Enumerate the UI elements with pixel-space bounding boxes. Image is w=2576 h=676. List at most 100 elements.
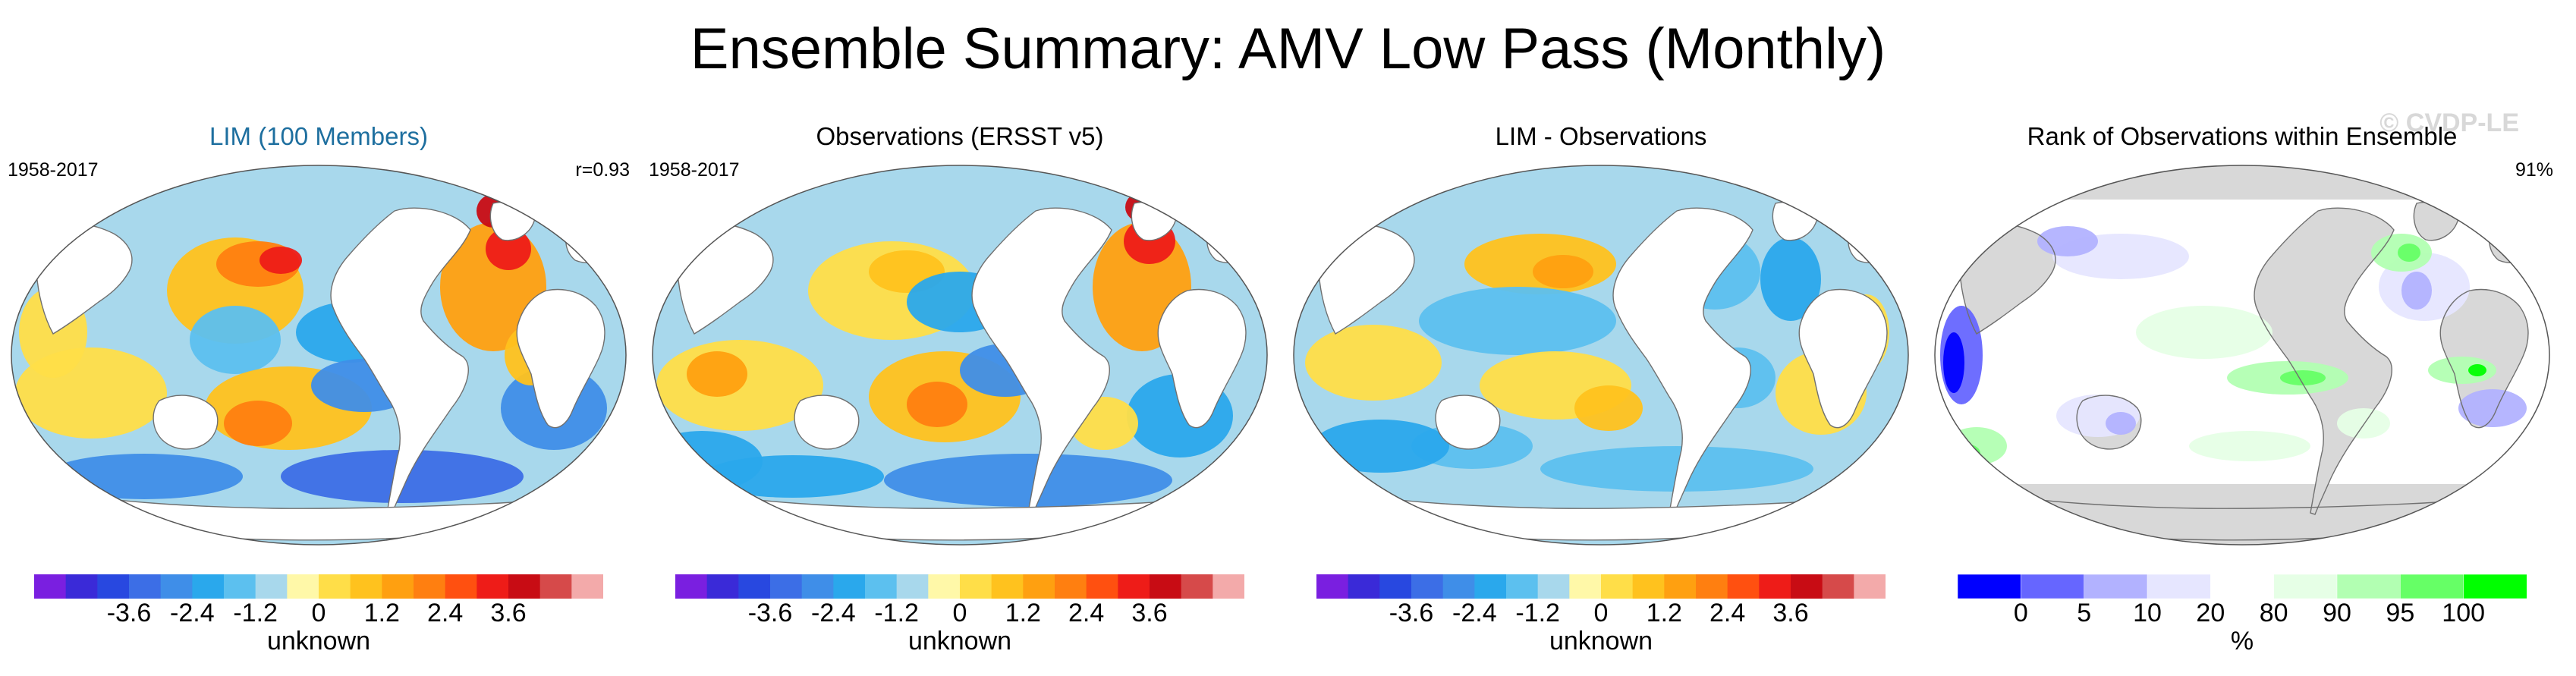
colorbar-swatch — [2210, 574, 2275, 599]
colorbar-swatch — [1632, 574, 1665, 599]
colorbar-swatch — [1506, 574, 1539, 599]
colorbar-swatch — [1118, 574, 1150, 599]
figure-title: Ensemble Summary: AMV Low Pass (Monthly) — [690, 17, 1886, 81]
colorbar-tick: 20 — [2196, 599, 2225, 627]
colorbar-swatch — [1696, 574, 1728, 599]
anomaly-region — [2136, 306, 2272, 359]
colorbar-tick: -2.4 — [1452, 599, 1497, 627]
panel-title: Rank of Observations within Ensemble — [2027, 122, 2458, 150]
colorbar — [675, 574, 1244, 599]
colorbar-swatch — [2273, 574, 2338, 599]
colorbar-swatch — [960, 574, 992, 599]
colorbar-label: unknown — [907, 627, 1012, 656]
colorbar-swatch — [539, 574, 572, 599]
colorbar-tick: 2.4 — [1709, 599, 1746, 627]
coastline — [1435, 395, 1501, 450]
colorbar-swatch — [2336, 574, 2401, 599]
colorbar-tick: 0 — [1593, 599, 1609, 627]
anomaly-region — [2398, 244, 2420, 262]
colorbar-tick: 5 — [2077, 599, 2092, 627]
colorbar-swatch — [1086, 574, 1118, 599]
coastline — [794, 395, 860, 450]
land-mask — [2440, 289, 2528, 428]
colorbar-ticks: -3.6 -2.4 -1.2 0 1.2 2.4 3.6 — [1316, 597, 1886, 629]
colorbar-swatch — [2084, 574, 2148, 599]
colorbar-swatch — [738, 574, 771, 599]
correlation-label: r=0.93 — [575, 159, 630, 181]
panel-rank: Rank of Observations within Ensemble 91%… — [1931, 121, 2553, 668]
copyright-watermark: © CVDP-LE — [2379, 108, 2519, 137]
colorbar-swatch — [1150, 574, 1182, 599]
panel-title: Observations (ERSST v5) — [816, 122, 1104, 150]
colorbar-swatch — [833, 574, 866, 599]
coastline — [1612, 207, 1754, 515]
colorbar-swatch — [34, 574, 67, 599]
colorbar-swatch — [1958, 574, 2022, 599]
land-mask — [1935, 484, 2549, 545]
panel-lim: LIM (100 Members) 1958-2017 r=0.93 -3.6 … — [8, 121, 630, 668]
colorbar-tick: 1.2 — [363, 599, 400, 627]
colorbar-swatch — [414, 574, 446, 599]
anomaly-region — [1419, 287, 1616, 355]
anomaly-region — [884, 454, 1172, 507]
anomaly-region — [2106, 412, 2136, 435]
panel-observations: Observations (ERSST v5) 1958-2017 -3.6 -… — [649, 121, 1271, 668]
colorbar-ticks: 0 5 10 20 80 90 95 100 — [1958, 597, 2527, 629]
colorbar-swatch — [896, 574, 929, 599]
colorbar-tick: 10 — [2133, 599, 2162, 627]
colorbar-tick: 1.2 — [1646, 599, 1682, 627]
period-label: 1958-2017 — [649, 159, 740, 181]
coastline — [516, 288, 605, 429]
colorbar-tick: -3.6 — [1389, 599, 1434, 627]
world-map-svg — [11, 165, 627, 546]
anomaly-region — [2428, 357, 2496, 384]
colorbar-swatch — [224, 574, 256, 599]
anomaly-region — [224, 401, 292, 446]
colorbar-tick: 0 — [952, 599, 967, 627]
colorbar-tick: -3.6 — [747, 599, 793, 627]
anomaly-region — [2280, 370, 2326, 385]
period-label: 1958-2017 — [8, 159, 99, 181]
colorbar-label: unknown — [1549, 627, 1653, 656]
colorbar-swatch — [770, 574, 803, 599]
world-map-icon — [1931, 158, 2553, 552]
colorbar-tick: -1.2 — [1515, 599, 1560, 627]
colorbar-swatch — [706, 574, 739, 599]
colorbar-swatch — [445, 574, 477, 599]
anomaly-region — [1533, 255, 1593, 288]
colorbar-ticks: -3.6 -2.4 -1.2 0 1.2 2.4 3.6 — [34, 597, 603, 629]
coastline — [1848, 228, 1894, 263]
coastline — [330, 207, 471, 515]
colorbar-swatch — [1791, 574, 1823, 599]
colorbar-tick: 2.4 — [427, 599, 464, 627]
coastline — [565, 228, 612, 263]
map-border — [1934, 165, 2550, 546]
coastline — [2076, 395, 2142, 450]
colorbar-swatch — [508, 574, 541, 599]
colorbar-svg — [34, 574, 603, 599]
world-map-icon — [649, 158, 1271, 552]
anomaly-region — [2458, 389, 2527, 427]
colorbar-tick: 100 — [2442, 599, 2486, 627]
colorbar-swatch — [1664, 574, 1697, 599]
colorbar-swatch — [1055, 574, 1087, 599]
colorbar-swatch — [1822, 574, 1854, 599]
colorbar-tick: 0 — [311, 599, 326, 627]
anomaly-region — [2337, 408, 2390, 439]
colorbar-swatch — [801, 574, 834, 599]
colorbar-tick: 80 — [2259, 599, 2288, 627]
colorbar-ticks: -3.6 -2.4 -1.2 0 1.2 2.4 3.6 — [675, 597, 1244, 629]
colorbar — [1316, 574, 1886, 599]
colorbar-swatch — [1854, 574, 1886, 599]
colorbar-swatch — [1537, 574, 1570, 599]
land-mask — [2254, 208, 2394, 514]
colorbar-label: unknown — [266, 627, 371, 656]
colorbar-swatch — [865, 574, 898, 599]
anomaly-region — [907, 382, 967, 427]
colorbar-swatch — [2463, 574, 2527, 599]
colorbar-tick: -2.4 — [170, 599, 215, 627]
anomaly-region — [259, 247, 302, 274]
colorbar-swatch — [1474, 574, 1507, 599]
colorbar-tick: 95 — [2386, 599, 2415, 627]
colorbar-swatch — [675, 574, 708, 599]
